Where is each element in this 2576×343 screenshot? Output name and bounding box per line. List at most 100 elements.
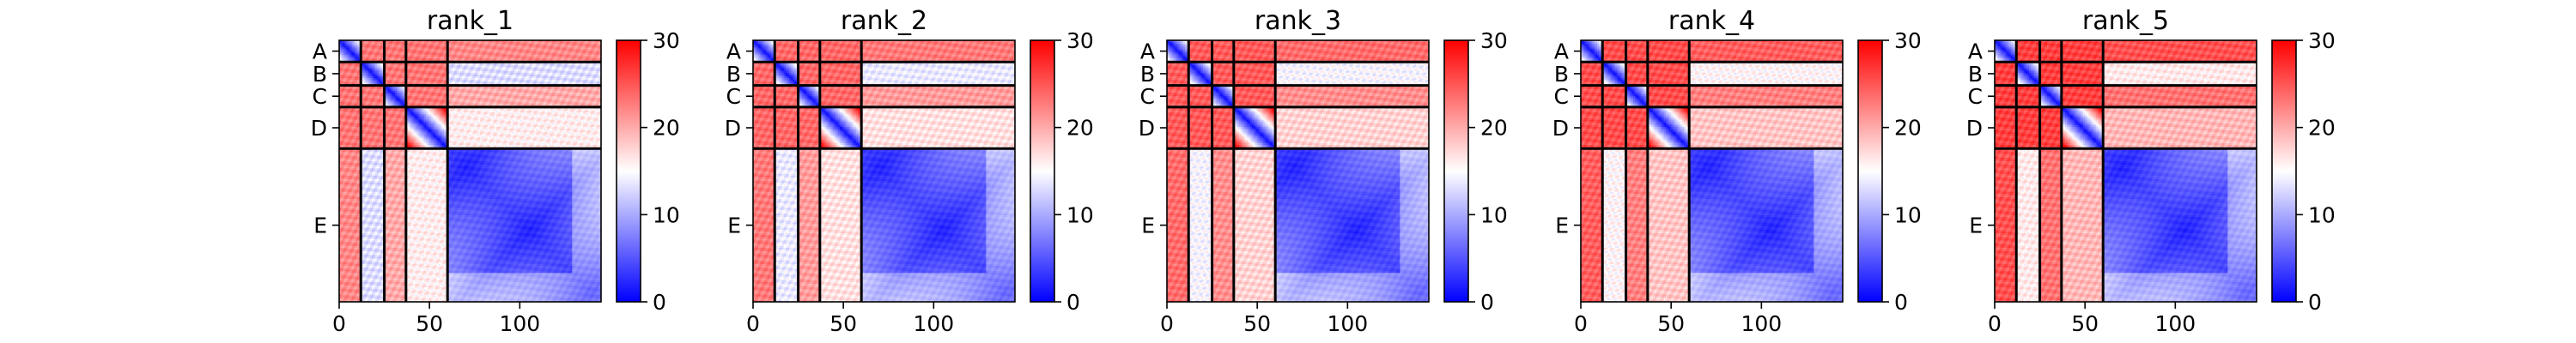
heatmap-cell (558, 42, 560, 44)
heatmap-cell (350, 42, 352, 44)
heatmap-cell (444, 45, 446, 47)
heatmap-cell (433, 47, 434, 49)
heatmap-cell (549, 50, 550, 51)
heatmap-cell (594, 55, 596, 57)
heatmap-cell (560, 50, 562, 51)
heatmap-cell (518, 50, 519, 51)
heatmap-cell (563, 47, 565, 49)
heatmap-cell (403, 50, 404, 51)
heatmap-cell (352, 55, 354, 57)
heatmap-cell (350, 44, 352, 45)
heatmap-cell (565, 44, 567, 45)
heatmap-cell (364, 44, 366, 45)
heatmap-cell (403, 58, 404, 60)
heatmap-cell (594, 51, 596, 53)
heatmap-cell (570, 47, 572, 49)
heatmap-cell (411, 50, 413, 51)
heatmap-cell (531, 51, 532, 53)
heatmap-cell (395, 50, 397, 51)
heatmap-cell (419, 45, 421, 47)
heatmap-cell (516, 50, 518, 51)
heatmap-cell (393, 47, 395, 49)
heatmap-cell (493, 45, 495, 47)
heatmap-cell (457, 50, 459, 51)
heatmap-cell (586, 47, 588, 49)
heatmap-cell (503, 47, 505, 49)
heatmap-cell (395, 55, 397, 57)
heatmap-cell (506, 51, 507, 53)
heatmap-cell (598, 44, 599, 45)
heatmap-cell (428, 44, 429, 45)
heatmap-cell (354, 51, 355, 53)
heatmap-cell (558, 55, 560, 57)
heatmap-cell (451, 47, 453, 49)
heatmap-cell (568, 47, 570, 49)
heatmap-cell (513, 55, 514, 57)
heatmap-cell (352, 47, 354, 49)
heatmap-cell (397, 47, 398, 49)
heatmap-cell (554, 45, 556, 47)
heatmap-cell (398, 47, 400, 49)
heatmap-cell (442, 45, 444, 47)
heatmap-cell (343, 57, 344, 58)
heatmap-cell (489, 45, 491, 47)
heatmap-cell (568, 50, 570, 51)
heatmap-cell (521, 58, 523, 60)
heatmap-cell (547, 55, 549, 57)
heatmap-cell (471, 44, 473, 45)
heatmap-cell (513, 50, 514, 51)
heatmap-cell (542, 58, 544, 60)
heatmap-cell (398, 42, 400, 44)
heatmap-cell (426, 58, 428, 60)
heatmap-cell (368, 47, 370, 49)
heatmap-cell (415, 58, 416, 60)
heatmap-cell (580, 45, 581, 47)
heatmap-cell (379, 47, 380, 49)
heatmap-cell (429, 55, 431, 57)
heatmap-cell (489, 53, 491, 55)
heatmap-cell (424, 55, 426, 57)
heatmap-cell (422, 58, 424, 60)
heatmap-cell (433, 58, 434, 60)
heatmap-cell (411, 58, 413, 60)
heatmap-cell (357, 53, 359, 55)
heatmap-cell (526, 50, 527, 51)
heatmap-cell (451, 45, 453, 47)
heatmap-cell (459, 57, 460, 58)
heatmap-cell (449, 50, 451, 51)
heatmap-cell (563, 55, 565, 57)
heatmap-cell (562, 44, 563, 45)
heatmap-cell (424, 58, 426, 60)
heatmap-cell (377, 51, 379, 53)
heatmap-cell (464, 53, 465, 55)
heatmap-cell (451, 57, 453, 58)
heatmap-cell (352, 50, 354, 51)
heatmap-cell (344, 44, 346, 45)
heatmap-cell (455, 53, 457, 55)
heatmap-cell (349, 53, 350, 55)
heatmap-cell (357, 50, 359, 51)
heatmap-cell (558, 57, 560, 58)
heatmap-cell (570, 57, 572, 58)
heatmap-cell (459, 53, 460, 55)
heatmap-cell (370, 51, 372, 53)
heatmap-cell (377, 53, 379, 55)
heatmap-cell (590, 51, 592, 53)
heatmap-cell (592, 42, 593, 44)
heatmap-cell (429, 51, 431, 53)
heatmap-cell (343, 55, 344, 57)
heatmap-cell (563, 58, 565, 60)
heatmap-cell (585, 44, 586, 45)
heatmap-cell (467, 51, 469, 53)
heatmap-cell (377, 44, 379, 45)
heatmap-cell (415, 42, 416, 44)
heatmap-cell (560, 55, 562, 57)
heatmap-cell (536, 42, 538, 44)
heatmap-cell (544, 51, 545, 53)
heatmap-cell (386, 50, 388, 51)
heatmap-cell (403, 51, 404, 53)
heatmap-cell (354, 57, 355, 58)
heatmap-cell (586, 50, 588, 51)
heatmap-cell (413, 44, 415, 45)
heatmap-cell (370, 58, 372, 60)
